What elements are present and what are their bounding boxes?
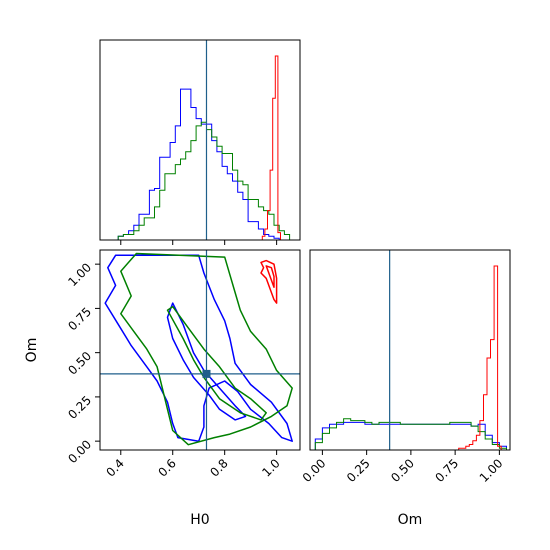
x-axis-label-om: Om — [398, 512, 423, 528]
joint-y-tick-label: 0.50 — [65, 349, 94, 378]
x-axis-label-h0: H0 — [190, 512, 209, 528]
om-hist-x-tick-label: 0.25 — [344, 456, 373, 485]
y-axis-label-om: Om — [24, 338, 40, 363]
h0-hist-series-0 — [102, 88, 295, 240]
contour-1 — [166, 302, 247, 421]
contour-2 — [120, 252, 293, 446]
om-hist-x-tick-label: 0.00 — [300, 456, 329, 485]
joint-y-tick-label: 0.75 — [65, 305, 94, 334]
om-hist-x-tick-label: 1.00 — [477, 456, 506, 485]
om-hist-x-tick-label: 0.50 — [388, 456, 417, 485]
joint-frame — [99, 249, 301, 451]
contour-3 — [166, 305, 267, 421]
h0-om-contour-panel: 0.4 0.6 0.8 1.0 0.00 0.25 0.50 0.75 1.00 — [65, 249, 301, 480]
joint-x-tick-label: 1.0 — [259, 456, 282, 479]
h0-marginal-histogram-panel — [99, 39, 301, 245]
om-hist-frame — [309, 249, 511, 451]
om-marginal-histogram-panel: 0.00 0.25 0.50 0.75 1.00 — [300, 249, 511, 485]
joint-truth-marker — [202, 369, 211, 378]
joint-x-tick-label: 0.4 — [103, 456, 126, 479]
contour-0 — [104, 254, 293, 442]
om-hist-x-tick-label: 0.75 — [432, 456, 461, 485]
joint-x-tick-label: 0.8 — [207, 456, 230, 479]
joint-x-tick-label: 0.6 — [155, 456, 178, 479]
contour-4 — [260, 259, 278, 304]
om-hist-series-2 — [455, 265, 502, 450]
contour-5 — [265, 265, 275, 288]
joint-y-tick-label: 0.00 — [65, 437, 94, 466]
h0-hist-series-2 — [261, 55, 281, 240]
h0-hist-series-1 — [102, 121, 295, 240]
h0-hist-frame — [99, 39, 301, 241]
joint-y-tick-label: 0.25 — [65, 393, 94, 422]
joint-y-tick-label: 1.00 — [65, 260, 94, 289]
om-hist-series-1 — [314, 418, 507, 450]
